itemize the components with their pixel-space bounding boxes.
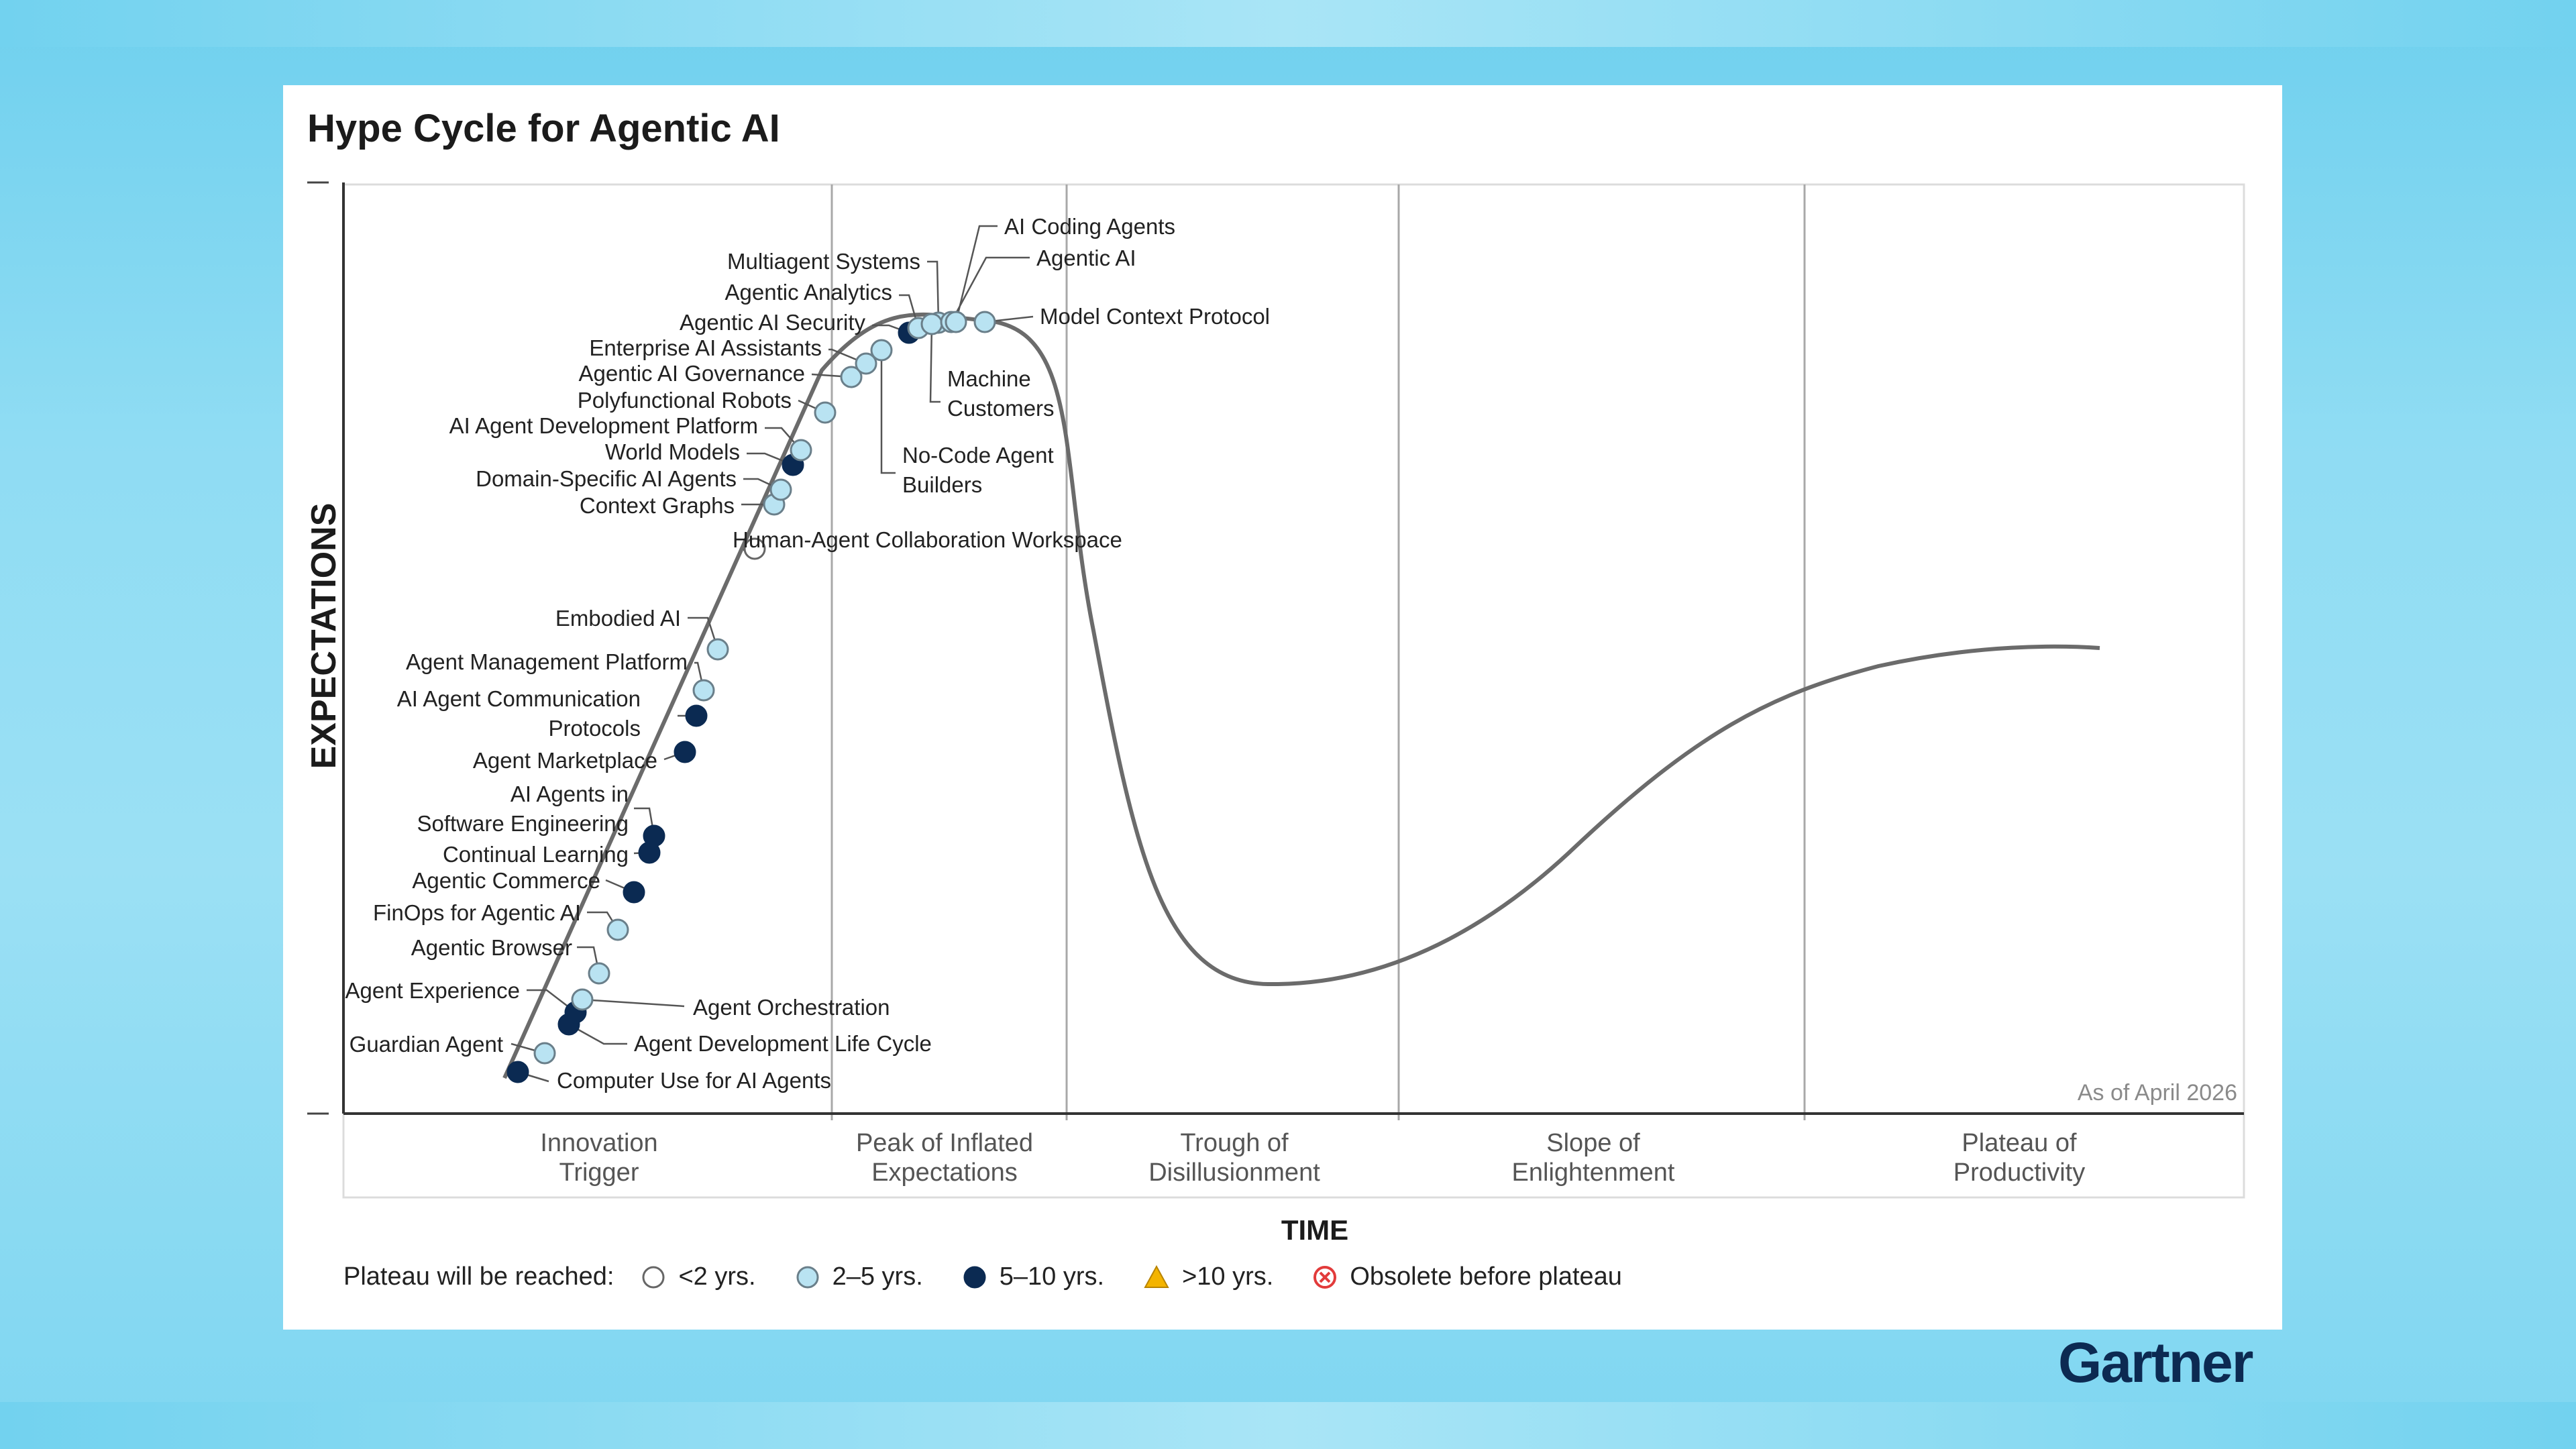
marker-ai-agent-communication-protocols — [685, 704, 708, 727]
phase-labels: Innovation Trigger Peak of Inflated Expecta… — [540, 1129, 2085, 1187]
marker-guardian-agent — [533, 1042, 556, 1065]
phase-label: Innovation Trigger — [540, 1129, 657, 1187]
marker-no-code-agent-builders — [870, 339, 893, 362]
marker-agentic-browser — [588, 962, 610, 985]
y-axis-label: EXPECTATIONS — [305, 503, 343, 769]
label-ai-coding-agents: AI Coding Agents — [1004, 214, 1175, 239]
leader-multiagent-systems — [927, 260, 940, 323]
label-ai-agent-communication-protocols: AI Agent Communication Protocols — [397, 686, 641, 741]
label-domain-specific-ai-agents: Domain-Specific AI Agents — [476, 466, 737, 491]
legend-item-lt2: <2 yrs. — [641, 1263, 756, 1291]
chart-card — [283, 85, 2282, 1330]
leader-lines — [511, 225, 1034, 1083]
label-machine-customers: Machine Customers — [947, 366, 1055, 421]
yellow-triangle-icon — [1144, 1265, 1169, 1288]
marker-ai-coding-agents — [945, 311, 967, 333]
hype-curve — [502, 312, 2100, 1079]
label-continual-learning: Continual Learning — [443, 842, 629, 867]
legend-label: Obsolete before plateau — [1350, 1263, 1622, 1291]
marker-agentic-ai-governance — [840, 366, 863, 388]
background-band-bottom — [0, 1402, 2576, 1449]
leader-enterprise-ai-assistants — [828, 348, 867, 365]
label-multiagent-systems: Multiagent Systems — [727, 249, 920, 274]
leader-agent-orchestration — [582, 998, 685, 1008]
light-blue-circle-icon — [796, 1266, 819, 1288]
label-computer-use-for-ai-agents: Computer Use for AI Agents — [557, 1068, 831, 1093]
brand-wordmark: Gartner — [2058, 1331, 2253, 1394]
label-agentic-ai-governance: Agentic AI Governance — [578, 361, 805, 386]
label-agentic-browser: Agentic Browser — [411, 935, 572, 960]
label-agentic-ai: Agentic AI — [1036, 246, 1136, 270]
marker-agent-orchestration — [571, 988, 594, 1011]
chart-title: Hype Cycle for Agentic AI — [307, 107, 780, 150]
label-ai-agent-development-platform: AI Agent Development Platform — [449, 413, 758, 438]
technology-markers — [506, 311, 996, 1083]
marker-polyfunctional-robots — [814, 401, 837, 424]
white-circle-icon — [642, 1266, 665, 1288]
label-context-graphs: Context Graphs — [580, 493, 735, 518]
label-agentic-commerce: Agentic Commerce — [412, 868, 600, 893]
marker-embodied-ai — [706, 638, 729, 661]
marker-finops-for-agentic-ai — [606, 918, 629, 941]
leader-agent-experience — [527, 989, 576, 1013]
label-agent-experience: Agent Experience — [345, 978, 520, 1003]
marker-agent-marketplace — [674, 741, 696, 763]
phase-label: Trough of Disillusionment — [1148, 1129, 1320, 1187]
label-no-code-agent-builders: No-Code Agent Builders — [902, 443, 1054, 497]
phase-label: Plateau of Productivity — [1953, 1129, 2085, 1187]
label-enterprise-ai-assistants: Enterprise AI Assistants — [589, 335, 822, 360]
label-human-agent-collaboration-workspace: Human-Agent Collaboration Workspace — [733, 527, 1122, 552]
label-agentic-ai-security: Agentic AI Security — [680, 310, 865, 335]
label-guardian-agent: Guardian Agent — [350, 1032, 503, 1057]
technology-labels: Computer Use for AI Agents Guardian Agent… — [345, 214, 1270, 1093]
legend-label: >10 yrs. — [1182, 1263, 1274, 1291]
marker-agentic-commerce — [623, 881, 645, 904]
phase-label: Peak of Inflated Expectations — [856, 1129, 1033, 1187]
legend-label: <2 yrs. — [678, 1263, 756, 1291]
legend-label: 5–10 yrs. — [999, 1263, 1105, 1291]
marker-agent-management-platform — [692, 679, 715, 702]
marker-ai-agent-development-platform — [790, 439, 812, 462]
label-world-models: World Models — [605, 439, 740, 464]
label-embodied-ai: Embodied AI — [555, 606, 681, 631]
dark-blue-circle-icon — [963, 1266, 986, 1288]
legend-item-2to5: 2–5 yrs. — [795, 1263, 923, 1291]
marker-domain-specific-ai-agents — [769, 478, 792, 501]
phase-label: Slope of Enlightenment — [1512, 1129, 1675, 1187]
label-agent-management-platform: Agent Management Platform — [406, 649, 688, 674]
label-polyfunctional-robots: Polyfunctional Robots — [578, 388, 792, 413]
marker-computer-use-for-ai-agents — [506, 1061, 529, 1083]
marker-human-agent-collaboration-workspace — [743, 537, 766, 560]
label-finops-for-agentic-ai: FinOps for Agentic AI — [373, 900, 581, 925]
label-agentic-analytics: Agentic Analytics — [725, 280, 892, 305]
gartner-logo: Gartner — [2058, 1330, 2253, 1395]
legend-item-gt10: >10 yrs. — [1143, 1263, 1273, 1291]
legend-lead: Plateau will be reached: — [343, 1263, 614, 1291]
legend-label: 2–5 yrs. — [832, 1263, 923, 1291]
leader-agentic-ai — [950, 256, 1030, 323]
marker-ai-agents-in-software-engineering — [643, 824, 665, 847]
label-agent-orchestration: Agent Orchestration — [693, 995, 890, 1020]
legend: Plateau will be reached: <2 yrs. 2–5 yrs… — [343, 1263, 1661, 1291]
x-axis-label: TIME — [1281, 1214, 1348, 1246]
legend-item-5to10: 5–10 yrs. — [962, 1263, 1104, 1291]
label-model-context-protocol: Model Context Protocol — [1040, 304, 1270, 329]
leader-ai-coding-agents — [955, 225, 998, 323]
leader-no-code-agent-builders — [880, 350, 896, 474]
label-agent-development-life-cycle: Agent Development Life Cycle — [634, 1031, 932, 1056]
label-agent-marketplace: Agent Marketplace — [473, 748, 657, 773]
marker-machine-customers — [920, 313, 943, 335]
background-band-top — [0, 0, 2576, 47]
leader-machine-customers — [929, 323, 941, 403]
leader-agentic-analytics — [899, 294, 920, 329]
red-x-circle-icon — [1313, 1265, 1337, 1289]
legend-item-obsolete: Obsolete before plateau — [1312, 1263, 1622, 1291]
leader-agent-development-life-cycle — [568, 1023, 627, 1045]
as-of-date: As of April 2026 — [2078, 1080, 2237, 1106]
marker-model-context-protocol — [973, 311, 996, 333]
marker-enterprise-ai-assistants — [855, 352, 877, 375]
label-ai-agents-in-software-engineering: AI Agents in Software Engineering — [417, 782, 629, 836]
